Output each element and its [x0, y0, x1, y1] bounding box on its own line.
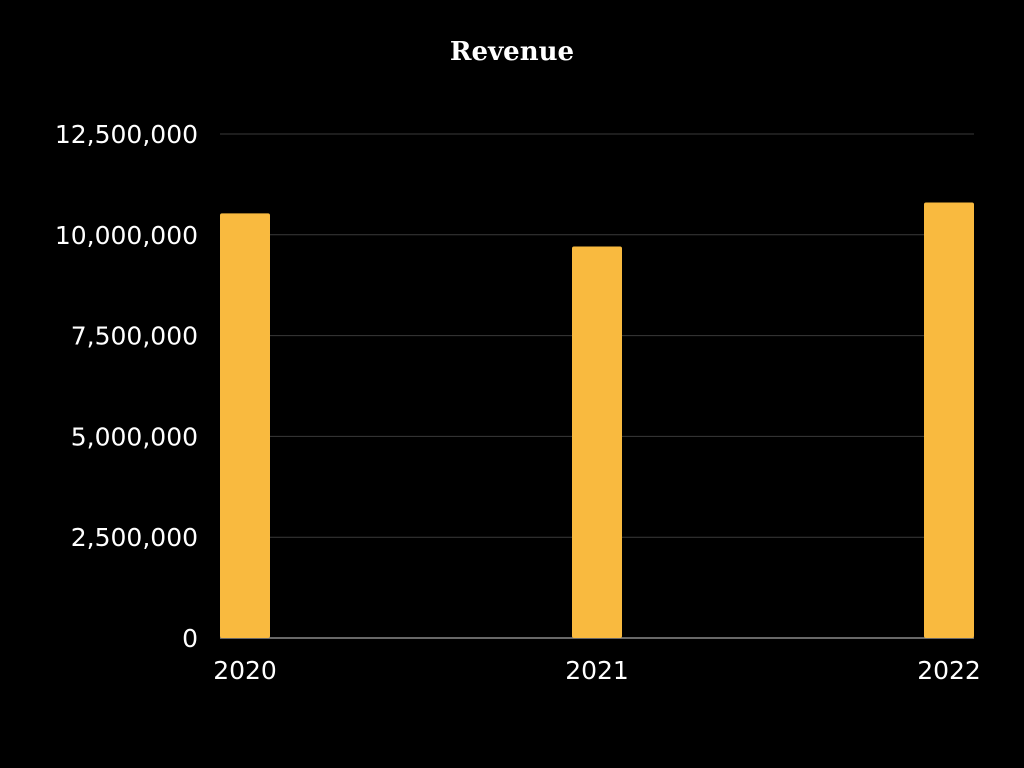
x-tick-label: 2020 [213, 656, 277, 685]
y-axis-ticks: 0 2,500,000 5,000,000 7,500,000 10,000,000 12… [55, 120, 198, 653]
y-tick-label: 7,500,000 [71, 322, 198, 351]
bar-2021 [572, 246, 622, 638]
chart-title: Revenue [450, 37, 574, 67]
y-tick-label: 0 [182, 624, 198, 653]
x-tick-label: 2021 [565, 656, 629, 685]
y-tick-label: 10,000,000 [55, 221, 198, 250]
bar-2022 [924, 202, 974, 638]
y-tick-label: 2,500,000 [71, 523, 198, 552]
bars [220, 202, 974, 638]
y-tick-label: 12,500,000 [55, 120, 198, 149]
x-tick-label: 2022 [917, 656, 981, 685]
x-axis-ticks: 2020 2021 2022 [213, 656, 981, 685]
bar-2020 [220, 213, 270, 638]
y-tick-label: 5,000,000 [71, 422, 198, 451]
